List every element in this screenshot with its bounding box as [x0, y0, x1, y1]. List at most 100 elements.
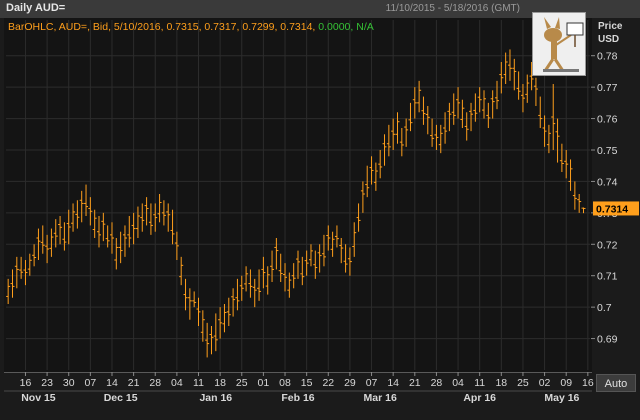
month-label: Nov 15 — [21, 392, 56, 404]
ohlc-bar — [109, 222, 114, 254]
ohlc-bar — [36, 228, 41, 260]
x-tick-label: 02 — [539, 377, 551, 389]
ohlc-bar — [477, 87, 482, 113]
ohlc-bar — [365, 165, 370, 198]
ohlc-bar — [200, 310, 205, 342]
ohlc-bar — [23, 260, 28, 286]
ohlc-bar — [512, 58, 517, 91]
ohlc-bar — [577, 194, 582, 213]
x-tick-label: 23 — [41, 377, 53, 389]
ohlc-bar — [507, 49, 512, 81]
ohlc-bar — [313, 250, 318, 279]
auto-scale-button[interactable]: Auto — [596, 374, 636, 392]
ohlc-bar — [425, 106, 430, 135]
ohlc-bar — [118, 231, 123, 264]
ohlc-bar — [53, 219, 58, 248]
x-tick-label: 01 — [258, 377, 270, 389]
ohlc-bar — [456, 87, 461, 119]
ohlc-bar — [469, 102, 474, 132]
ohlc-bar — [408, 102, 413, 132]
ohlc-bar — [568, 159, 573, 191]
ohlc-bar — [105, 225, 110, 248]
ohlc-bar — [183, 278, 188, 311]
ohlc-bar — [386, 124, 391, 157]
y-tick-label: 0.77 — [597, 82, 618, 94]
ohlc-bar — [170, 209, 175, 245]
ohlc-bar — [75, 200, 80, 229]
ohlc-bar — [538, 96, 543, 128]
x-tick-label: 14 — [387, 377, 399, 389]
ohlc-bar — [226, 297, 231, 326]
x-tick-label: 07 — [366, 377, 378, 389]
ohlc-bar — [347, 247, 352, 276]
ohlc-bar — [356, 203, 361, 232]
ohlc-bar — [438, 124, 443, 154]
month-label: Jan 16 — [199, 392, 232, 404]
month-label: Dec 15 — [104, 392, 138, 404]
month-label: May 16 — [544, 392, 579, 404]
ohlc-bar — [490, 90, 495, 119]
x-tick-label: 18 — [214, 377, 226, 389]
ohlc-bar — [343, 244, 348, 273]
ohlc-bar — [244, 266, 249, 292]
ohlc-bar — [430, 118, 435, 147]
ohlc-bar — [131, 212, 136, 245]
ohlc-bar — [49, 228, 54, 257]
ohlc-bar — [97, 216, 102, 248]
ohlc-bar — [464, 112, 469, 141]
ohlc-bar — [231, 288, 236, 317]
legend-line: BarOHLC, AUD=, Bid, 5/10/2016, 0.7315, 0… — [8, 21, 374, 33]
ohlc-bar — [360, 181, 365, 213]
ohlc-bar — [555, 118, 560, 163]
ohlc-bar — [283, 263, 288, 292]
legend-change: 0.0000, — [318, 21, 354, 33]
y-axis-title-line1: Price — [598, 21, 623, 32]
ohlc-bar — [330, 231, 335, 257]
ohlc-bar — [58, 216, 63, 245]
ohlc-bar — [252, 278, 257, 308]
ohlc-bar — [192, 291, 197, 308]
ohlc-bar — [546, 124, 551, 154]
y-tick-label: 0.75 — [597, 145, 618, 157]
ohlc-bar — [395, 112, 400, 144]
plot-area[interactable] — [4, 18, 592, 373]
ohlc-bar — [300, 256, 305, 286]
ohlc-bar — [326, 225, 331, 251]
y-tick-label: 0.7 — [597, 302, 612, 314]
ohlc-bar — [369, 156, 374, 185]
ohlc-bar — [542, 115, 547, 147]
ohlc-bar — [218, 307, 223, 339]
ohlc-bar — [334, 225, 339, 248]
ohlc-bar — [460, 99, 465, 128]
month-label: Feb 16 — [281, 392, 314, 404]
ohlc-bar — [382, 134, 387, 166]
ohlc-bar — [6, 278, 11, 304]
ohlc-bar — [19, 256, 24, 279]
ohlc-bar — [559, 143, 564, 172]
ohlc-bar — [144, 197, 149, 226]
ohlc-bar — [581, 207, 586, 214]
x-tick-label: 04 — [452, 377, 464, 389]
ohlc-bar — [114, 238, 119, 270]
ohlc-bar — [101, 212, 106, 242]
ohlc-bar — [494, 80, 499, 110]
ohlc-bar — [179, 256, 184, 286]
ohlc-bar — [525, 74, 530, 103]
ohlc-bar — [127, 216, 132, 248]
ohlc-bar — [196, 297, 201, 326]
coyote-logo — [532, 12, 586, 76]
ohlc-bar — [421, 96, 426, 125]
ohlc-bar — [261, 256, 266, 289]
ohlc-bar — [166, 203, 171, 232]
ohlc-bar — [213, 313, 218, 352]
y-tick-label: 0.76 — [597, 114, 618, 126]
ohlc-bar — [88, 197, 93, 226]
ohlc-bar — [317, 244, 322, 273]
ohlc-bar — [564, 150, 569, 179]
ohlc-bar — [373, 162, 378, 191]
ohlc-bar — [482, 90, 487, 119]
ohlc-bar — [209, 326, 214, 355]
ohlc-bar — [71, 203, 76, 232]
ohlc-bar — [174, 231, 179, 260]
